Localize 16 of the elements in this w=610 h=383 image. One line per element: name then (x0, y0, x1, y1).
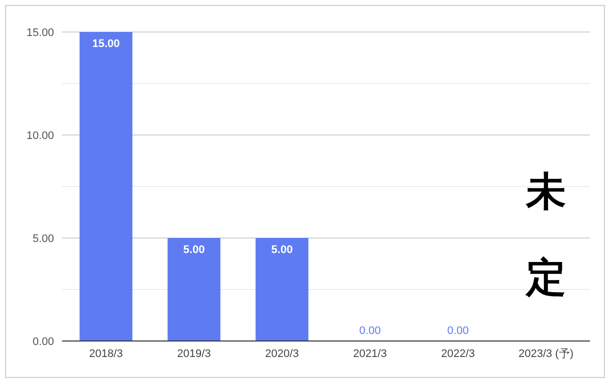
data-label: 5.00 (271, 244, 293, 256)
x-tick-label: 2020/3 (265, 348, 299, 360)
y-tick-label: 0.00 (32, 336, 54, 348)
x-tick-label: 2018/3 (89, 348, 123, 360)
data-label: 0.00 (447, 325, 469, 337)
data-label: 15.00 (92, 38, 120, 50)
x-tick-label: 2019/3 (177, 348, 211, 360)
data-label: 5.00 (183, 244, 205, 256)
y-tick-label: 5.00 (32, 233, 54, 245)
y-tick-label: 15.00 (26, 27, 54, 39)
x-tick-label: 2021/3 (353, 348, 387, 360)
x-tick-label: 2023/3 (予) (518, 348, 574, 360)
annotation: 未定 (525, 170, 566, 300)
data-label: 0.00 (359, 325, 381, 337)
y-tick-label: 10.00 (26, 130, 54, 142)
x-tick-label: 2022/3 (441, 348, 475, 360)
